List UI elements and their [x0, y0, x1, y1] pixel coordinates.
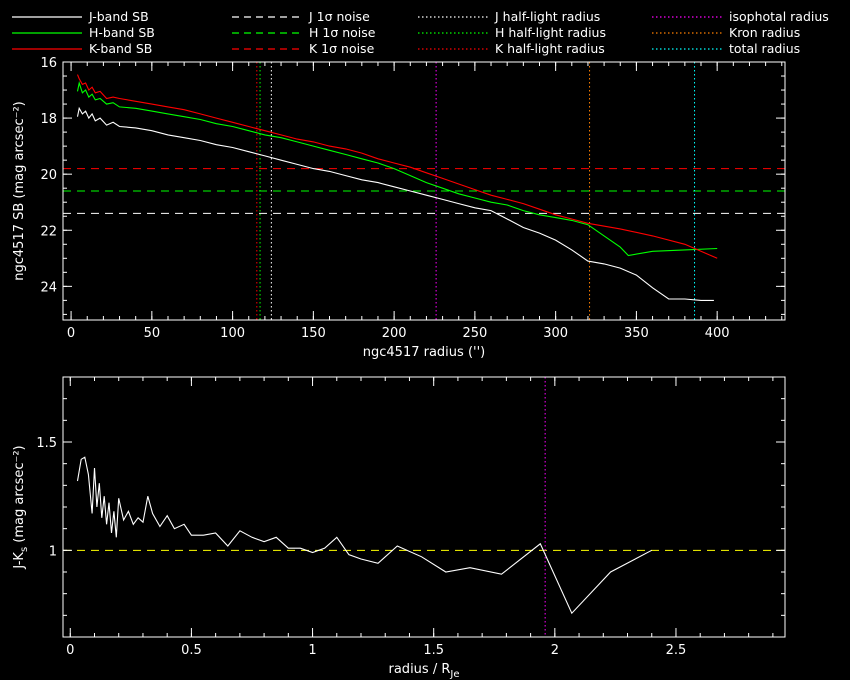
legend-label-4: H 1σ noise	[309, 25, 376, 40]
x-axis-label-top: ngc4517 radius ('')	[363, 345, 485, 360]
x-axis-label-subscript: Je	[449, 669, 459, 680]
top-xtick-label-6: 300	[543, 326, 568, 341]
top-ytick-label-1: 18	[40, 112, 57, 127]
legend-label-6: J half-light radius	[494, 9, 600, 24]
bottom-series-0	[76, 456, 652, 615]
legend-label-9: isophotal radius	[729, 9, 829, 24]
top-xtick-label-5: 250	[462, 326, 487, 341]
y-axis-label-top: ngc4517 SB (mag arcsec⁻²)	[12, 101, 27, 280]
legend-label-7: H half-light radius	[495, 25, 606, 40]
axis-ticks-top: 0 50 100 150 200 250 300 350 400 16 18 20 22 24	[40, 56, 785, 341]
top-series-1	[76, 80, 718, 257]
legend-label-8: K half-light radius	[495, 41, 605, 56]
top-ytick-label-3: 22	[40, 224, 57, 239]
bottom-ytick-label-0: 1	[49, 544, 57, 559]
sb-profile-panel: 0 50 100 150 200 250 300 350 400 16 18 20 22 24 ngc45…	[12, 56, 786, 360]
top-xtick-label-7: 350	[624, 326, 649, 341]
top-xtick-label-2: 100	[220, 326, 245, 341]
top-xtick-label-3: 150	[301, 326, 326, 341]
top-xtick-label-0: 0	[67, 326, 75, 341]
bottom-ytick-label-1: 1.5	[36, 436, 57, 451]
y-axis-label-bottom: J-Ks (mag arcsec⁻²)	[12, 445, 30, 569]
bottom-xtick-label-3: 1.5	[423, 643, 444, 658]
top-ytick-label-2: 20	[40, 168, 57, 183]
legend-label-1: H-band SB	[89, 25, 155, 40]
bottom-xtick-label-0: 0	[66, 643, 74, 658]
top-series-0	[76, 106, 714, 301]
legend-label-2: K-band SB	[89, 41, 152, 56]
bottom-xtick-label-5: 2.5	[666, 643, 687, 658]
bottom-xtick-label-4: 2	[551, 643, 559, 658]
top-xtick-label-4: 200	[382, 326, 407, 341]
y-axis-label-units: (mag arcsec⁻²)	[12, 445, 27, 546]
y-axis-label-subscript: s	[19, 547, 30, 552]
color-profile-panel: 0 0.5 1 1.5 2 2.5 1 1.5 radius / RJe J-Ks (mag …	[12, 376, 786, 680]
top-xtick-label-8: 400	[705, 326, 730, 341]
legend-label-5: K 1σ noise	[309, 41, 375, 56]
top-xtick-label-1: 50	[144, 326, 161, 341]
top-series-2	[76, 74, 718, 259]
plot-frame-top	[62, 61, 786, 321]
legend-label-11: total radius	[729, 41, 800, 56]
top-ytick-label-0: 16	[40, 56, 57, 71]
legend-label-3: J 1σ noise	[308, 9, 370, 24]
legend-label-10: Kron radius	[729, 25, 800, 40]
top-ytick-label-4: 24	[40, 280, 57, 295]
bottom-xtick-label-2: 1	[308, 643, 316, 658]
y-axis-label-main: J-K	[12, 552, 27, 570]
legend-label-0: J-band SB	[88, 9, 149, 24]
axis-ticks-bottom: 0 0.5 1 1.5 2 2.5 1 1.5	[36, 376, 785, 658]
x-axis-label-main: radius / R	[389, 662, 451, 677]
bottom-xtick-label-1: 0.5	[181, 643, 202, 658]
x-axis-label-bottom: radius / RJe	[389, 662, 460, 680]
